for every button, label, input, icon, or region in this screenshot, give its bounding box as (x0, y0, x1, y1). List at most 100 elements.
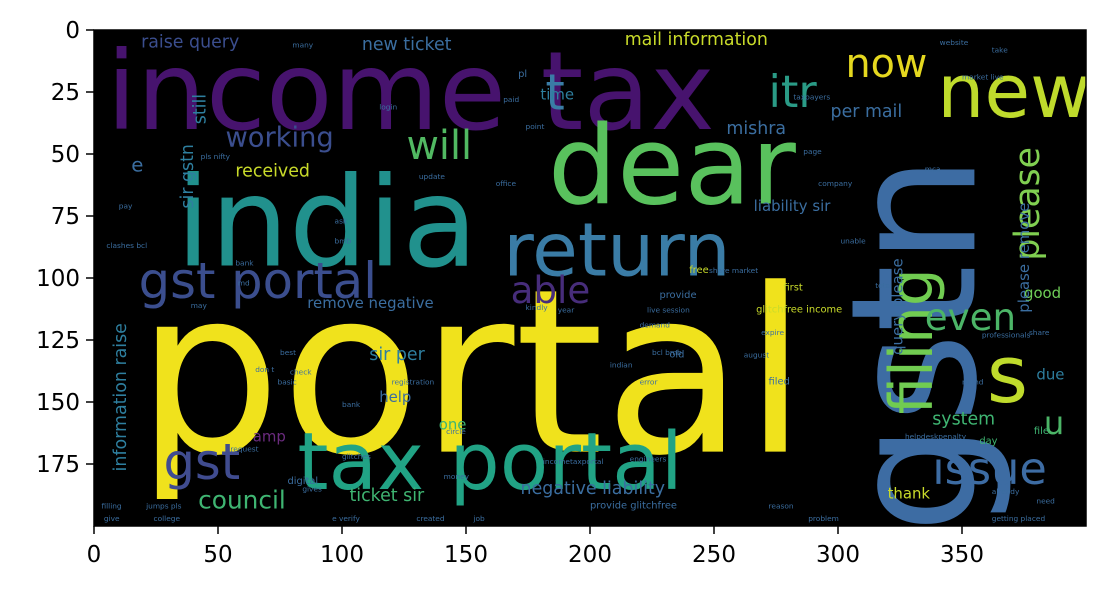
word-login: login (379, 102, 397, 111)
word-share-market: share market (709, 266, 758, 275)
word-give: give (104, 514, 120, 523)
word-pl: pl (518, 69, 527, 80)
word-expire: expire (761, 328, 784, 337)
word-point: point (526, 122, 545, 131)
word-filing: filing (878, 268, 947, 414)
word-company: company (818, 179, 853, 188)
word-income-tax: income tax (106, 28, 714, 155)
word-sir-gstn: sir gstn (178, 144, 198, 209)
word-provide: provide (659, 290, 696, 301)
word-ask: ask (335, 216, 348, 225)
word-job: job (472, 514, 485, 523)
word-request: request (230, 445, 258, 454)
word-unable: unable (840, 236, 866, 245)
word-first: first (783, 282, 802, 293)
word-dear: dear (548, 103, 796, 230)
word-itr: itr (769, 66, 818, 118)
word-u: u (1044, 404, 1064, 442)
word-gives: gives (302, 484, 322, 493)
word-tax-portal: tax portal (297, 415, 682, 508)
word-raise-query: raise query (141, 32, 239, 52)
word-mishra: mishra (726, 119, 786, 139)
word-best: best (280, 348, 296, 357)
y-tick-label: 100 (36, 266, 80, 292)
word-check: check (290, 368, 312, 377)
word-md: md (238, 278, 250, 287)
word-circle: circle (446, 427, 466, 436)
word-portal: portal (136, 240, 807, 506)
word-remove-negative: remove negative (307, 294, 433, 312)
word-return: return (503, 207, 730, 294)
word-need: need (1036, 497, 1055, 506)
word-engineers: engineers (630, 455, 667, 464)
word-share: share (1029, 328, 1050, 337)
y-tick-label: 25 (51, 80, 80, 106)
word-still: still (191, 94, 211, 124)
word-filed: filed (769, 377, 790, 388)
word-don-t: don t (255, 365, 274, 374)
word-mail-information: mail information (625, 30, 768, 50)
word-update: update (419, 172, 445, 181)
x-tick-label: 50 (203, 542, 232, 568)
word-already: already (992, 487, 1020, 496)
word-negative-liability: negative liability (521, 479, 666, 499)
word-information-raise: information raise (111, 323, 131, 471)
word-issue: issue (932, 443, 1047, 495)
word-total: total (875, 281, 892, 290)
word-created: created (416, 514, 444, 523)
word-mca: mca (925, 164, 941, 173)
word-error: error (640, 378, 659, 387)
word-will: will (406, 123, 472, 169)
word-even: even (925, 295, 1016, 339)
word-e-verify: e verify (332, 514, 360, 523)
word-office: office (496, 179, 517, 188)
word-provide-glitchfree: provide glitchfree (590, 501, 677, 512)
word-sir-per: sir per (369, 345, 425, 365)
word-professionals: professionals (982, 331, 1031, 340)
word-filling: filling (101, 502, 121, 511)
y-tick-label: 0 (65, 18, 80, 44)
word-pay: pay (119, 202, 133, 211)
word-amp: amp (253, 428, 286, 446)
word-able: able (511, 268, 591, 312)
word-many: many (292, 40, 313, 49)
word-old: old (669, 349, 684, 360)
word-round: round (962, 378, 984, 387)
word-gstn: gstn (813, 155, 1015, 534)
x-tick-label: 0 (87, 542, 102, 568)
word-pls-nifty: pls nifty (201, 152, 231, 161)
y-tick-label: 50 (51, 142, 80, 168)
word-bank: bank (342, 400, 361, 409)
word-glitches: glitches (342, 452, 371, 461)
y-axis: 0 25 50 75 100 125 150 175 (36, 18, 94, 478)
word-e: e (131, 153, 143, 176)
y-tick-label: 150 (36, 390, 80, 416)
word-indian: indian (610, 360, 633, 369)
word-new-ticket: new ticket (362, 35, 452, 55)
x-tick-label: 350 (940, 542, 984, 568)
word-year: year (558, 306, 575, 315)
word-good: good (1024, 284, 1061, 302)
word-please: please (1008, 147, 1048, 261)
word-system: system (932, 409, 995, 429)
word-received: received (235, 161, 310, 181)
word-basic: basic (278, 378, 297, 387)
x-tick-label: 150 (444, 542, 488, 568)
word-please-remove: please remove (1015, 203, 1033, 313)
word-taxpayers: taxpayers (793, 92, 830, 101)
word-helpdeskpenalty: helpdeskpenalty (905, 432, 967, 441)
word-live-session: live session (647, 306, 690, 315)
word-liability-sir: liability sir (754, 197, 832, 215)
word-demand: demand (640, 321, 671, 330)
word-due: due (1036, 366, 1064, 384)
word-money: money (444, 472, 470, 481)
word-glitchfree-income: glitchfree income (756, 305, 842, 316)
word-may: may (191, 301, 208, 310)
word-kindly: kindly (526, 303, 549, 312)
word-take: take (992, 45, 1008, 54)
word-bank: bank (235, 259, 254, 268)
x-tick-label: 100 (320, 542, 364, 568)
